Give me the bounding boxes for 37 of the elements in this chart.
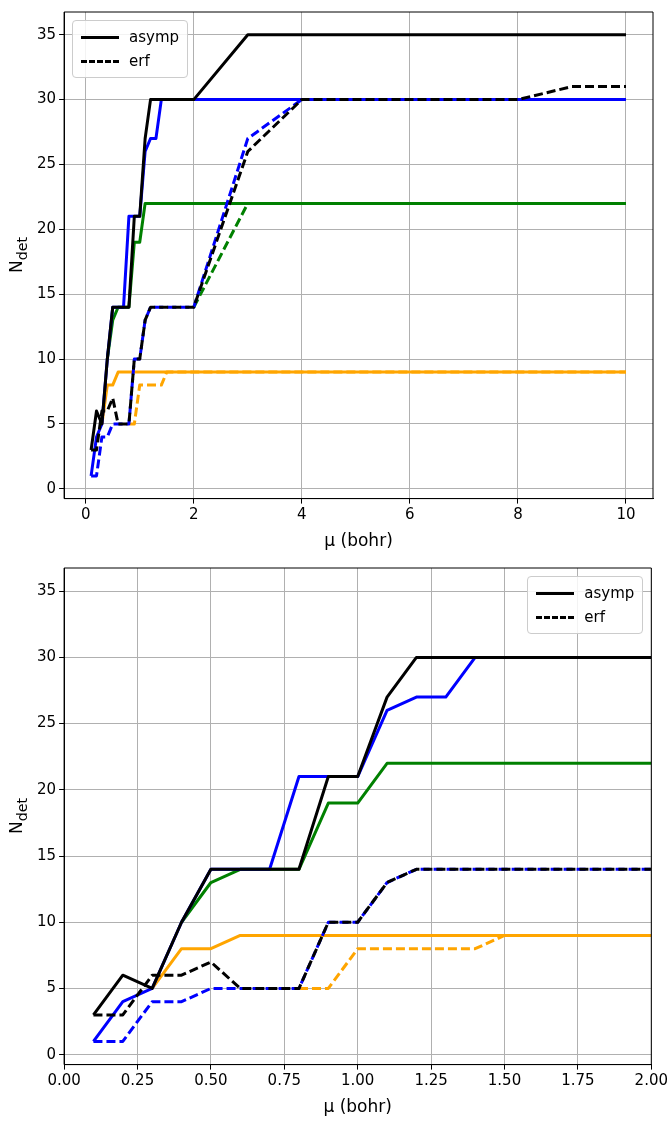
x-tick-label: 0.00 [47,1071,81,1090]
y-tick-label: 5 [46,978,57,997]
y-tick-label: 25 [36,713,57,732]
x-tick-label: 0.50 [194,1071,228,1090]
x-tick-label: 2.00 [634,1071,668,1090]
x-tick-label: 8 [513,505,523,524]
legend-label: erf [584,608,605,626]
y-tick-label: 30 [36,89,57,108]
y-tick-label: 10 [36,349,57,367]
y-tick-label: 15 [36,284,57,303]
x-axis-title: μ (bohr) [324,530,393,551]
x-tick-label: 1.25 [414,1071,448,1090]
x-tick-label: 0 [80,505,91,524]
y-tick-label: 0 [46,478,57,497]
y-tick-label: 35 [36,581,57,600]
y-tick-label: 20 [36,779,57,798]
x-tick-label: 0.25 [120,1071,155,1090]
x-tick-label: 10 [616,505,636,524]
x-tick-label: 0.75 [267,1071,301,1090]
x-tick-label: 1.50 [487,1071,522,1090]
x-tick-label: 1.75 [561,1071,595,1090]
y-tick-label: 10 [36,912,57,931]
legend-label: asymp [129,28,180,46]
y-tick-label: 0 [46,1044,57,1063]
x-tick-label: 1.00 [340,1071,375,1090]
legend-label: erf [129,52,150,70]
y-tick-label: 30 [36,647,57,666]
y-tick-label: 35 [36,24,57,43]
y-tick-label: 15 [36,845,57,864]
x-axis-title: μ (bohr) [323,1096,392,1117]
x-tick-label: 2 [188,505,199,524]
y-tick-label: 20 [36,219,57,238]
legend-label: asymp [584,584,635,602]
x-tick-label: 6 [405,505,415,524]
y-tick-label: 25 [36,154,57,173]
x-tick-label: 4 [297,505,307,524]
y-tick-label: 5 [46,413,57,432]
